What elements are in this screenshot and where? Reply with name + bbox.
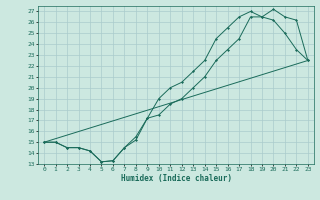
X-axis label: Humidex (Indice chaleur): Humidex (Indice chaleur): [121, 174, 231, 183]
